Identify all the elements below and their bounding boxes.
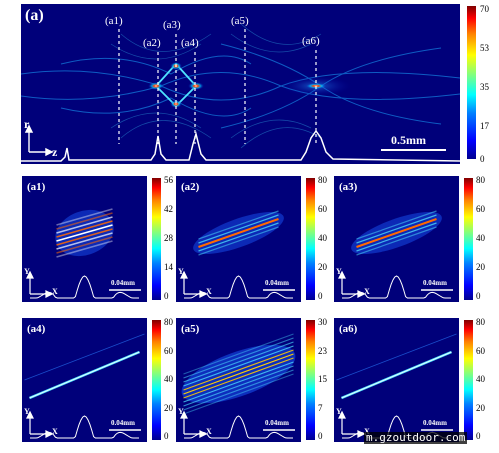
colorbar-tick: 80 [164, 317, 173, 327]
main-colorbar [467, 6, 476, 159]
subpanel: (a6) Y X 0.04mm [334, 318, 459, 442]
main-intensity-map [21, 23, 460, 162]
subpanel: (a4) Y X 0.04mm [22, 318, 147, 442]
slice-label: (a3) [163, 19, 181, 31]
colorbar-tick: 53 [480, 43, 489, 53]
axis-arrows [24, 124, 54, 157]
hot-spot [170, 100, 182, 108]
x-axis-label: X [206, 427, 212, 436]
scale-bar-label: 0.04mm [111, 419, 135, 427]
colorbar-tick: 28 [164, 233, 173, 243]
colorbar-tick: 0 [476, 291, 481, 301]
colorbar-tick: 17 [480, 121, 489, 131]
colorbar-tick: 60 [476, 345, 485, 356]
subpanel-label: (a3) [339, 181, 358, 193]
colorbar-tick: 15 [318, 374, 327, 384]
colorbar-tick: 20 [164, 402, 173, 413]
colorbar-tick: 0 [318, 431, 323, 441]
colorbar-tick: 35 [480, 82, 489, 92]
subpanel-label: (a4) [27, 323, 46, 335]
r-axis-label: r [24, 117, 30, 131]
subpanel-colorbar [152, 320, 161, 440]
subpanel: (a2) Y X 0.04mm [176, 176, 301, 302]
colorbar-tick: 0 [164, 291, 169, 301]
z-axis-label: z [52, 145, 58, 159]
colorbar-tick: 40 [164, 374, 173, 384]
colorbar-tick: 20 [318, 262, 327, 272]
intensity-profile [21, 129, 460, 162]
colorbar-tick: 56 [164, 175, 173, 185]
hot-spot [188, 82, 204, 90]
y-axis-label: Y [178, 267, 184, 276]
scale-bar-label: 0.5mm [391, 133, 426, 147]
panel-label: (a) [25, 7, 44, 24]
colorbar-tick: 20 [476, 262, 485, 272]
colorbar-tick: 40 [318, 233, 327, 243]
scale-bar-label: 0.04mm [423, 279, 447, 287]
y-axis-label: Y [24, 407, 30, 416]
cross-section-map [26, 208, 141, 299]
scale-bar-label: 0.04mm [111, 279, 135, 287]
slice-label: (a2) [143, 37, 161, 49]
colorbar-tick: 0 [476, 431, 481, 441]
beam-envelope [21, 43, 460, 129]
scale-bar-label: 0.04mm [265, 419, 289, 427]
x-axis-label: X [206, 287, 212, 296]
slice-label: (a4) [181, 37, 199, 49]
subpanel: (a1) Y X 0.04mm [22, 176, 147, 302]
slice-label: (a1) [105, 15, 123, 27]
fringes [110, 23, 322, 149]
colorbar-tick: 23 [318, 345, 327, 356]
colorbar-tick: 14 [164, 262, 173, 272]
colorbar-tick: 20 [476, 402, 485, 413]
scale-bar-label: 0.04mm [423, 419, 447, 427]
colorbar-tick: 40 [476, 233, 485, 243]
y-axis-label: Y [336, 267, 342, 276]
slice-label: (a5) [231, 15, 249, 27]
subpanel-colorbar [152, 178, 161, 300]
colorbar-tick: 0 [164, 431, 169, 441]
subpanel-colorbar [306, 320, 315, 440]
colorbar-tick: 0 [318, 291, 323, 301]
colorbar-tick: 60 [476, 204, 485, 214]
colorbar-tick: 42 [164, 204, 173, 214]
colorbar-tick: 40 [476, 374, 485, 384]
cross-section-map [338, 210, 453, 299]
colorbar-tick: 80 [476, 317, 485, 327]
slice-label: (a6) [302, 35, 320, 47]
watermark: m.gzoutdoor.com [364, 431, 468, 444]
subpanel: (a3) Y X 0.04mm [334, 176, 459, 302]
x-axis-label: X [364, 287, 370, 296]
subpanel-label: (a1) [27, 181, 46, 193]
main-panel: (a) (a1) (a2) (a3) (a4) (a5) (a6) r z 0.… [21, 4, 460, 164]
subpanel: (a5) Y X 0.04mm [176, 318, 301, 442]
x-axis-label: X [364, 428, 370, 436]
colorbar-tick: 70 [480, 4, 489, 14]
colorbar-tick: 60 [318, 204, 327, 214]
hot-spot [148, 82, 164, 90]
colorbar-tick: 7 [318, 402, 323, 413]
x-axis-label: X [52, 287, 58, 296]
subpanel-label: (a2) [181, 181, 200, 193]
cross-section-map [180, 333, 296, 439]
subpanel-colorbar [306, 178, 315, 300]
cross-section-map [180, 210, 295, 299]
y-axis-label: Y [178, 407, 184, 416]
subpanel-colorbar [464, 178, 473, 300]
subpanel-label: (a5) [181, 323, 200, 335]
subpanel-colorbar [464, 320, 473, 440]
subpanel-label: (a6) [339, 323, 358, 335]
colorbar-tick: 0 [480, 154, 485, 164]
scale-bar-label: 0.04mm [265, 279, 289, 287]
colorbar-tick: 80 [318, 175, 327, 185]
cross-section-map [24, 333, 145, 439]
x-axis-label: X [52, 427, 58, 436]
colorbar-tick: 60 [164, 345, 173, 356]
colorbar-tick: 80 [476, 175, 485, 185]
y-axis-label: Y [336, 407, 342, 416]
y-axis-label: Y [24, 267, 30, 276]
slice-lines [118, 29, 317, 144]
colorbar-tick: 30 [318, 317, 327, 327]
